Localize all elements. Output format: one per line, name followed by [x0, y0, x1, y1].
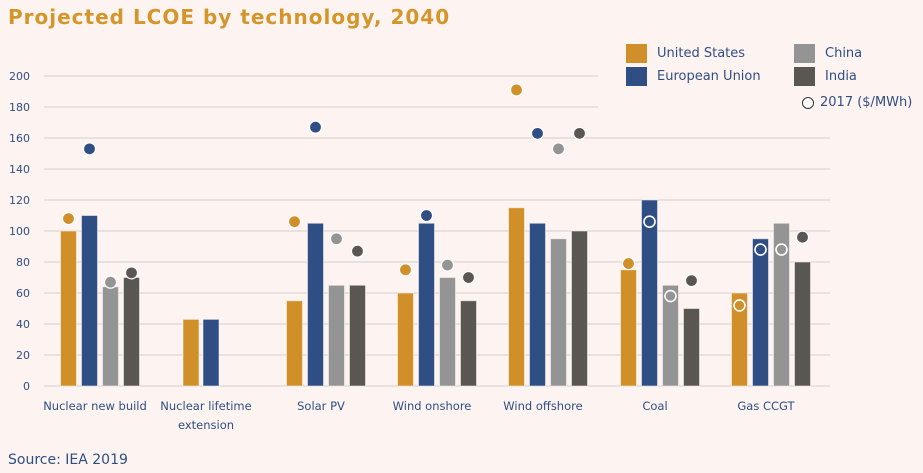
marker-2017-india [795, 230, 810, 244]
bar-india [123, 277, 140, 387]
marker-2017-india [350, 244, 365, 258]
bar-india [683, 308, 700, 387]
y-tick-label: 200 [9, 70, 30, 83]
gridlines [44, 75, 830, 387]
legend-swatch-united-states [626, 44, 647, 63]
y-tick-label: 120 [9, 194, 30, 207]
y-tick-label: 180 [9, 101, 30, 114]
bar-european-union [418, 222, 435, 387]
legend-swatch-china [794, 44, 815, 63]
y-tick-label: 60 [16, 287, 30, 300]
marker-2017-india [461, 270, 476, 285]
y-tick-label: 20 [16, 349, 30, 362]
bar-united-states [397, 292, 414, 387]
legend-item-2017-marker: 2017 ($/MWh) [802, 95, 912, 110]
bar-india [460, 300, 477, 387]
legend-label: United States [657, 46, 746, 61]
marker-2017-european-union [643, 215, 656, 228]
marker-2017-european-union [82, 142, 97, 156]
legend-swatch-india [794, 67, 815, 86]
y-tick-label: 160 [9, 132, 30, 145]
x-category-label: Nuclear lifetime [160, 399, 251, 413]
x-category-label: Nuclear new build [43, 399, 147, 413]
marker-2017-india [684, 274, 699, 288]
bar-european-union [81, 215, 98, 387]
x-category-label: extension [178, 418, 234, 432]
bar-european-union [752, 238, 769, 387]
marker-2017-china [664, 289, 677, 303]
bar-european-union [641, 199, 658, 387]
legend-item-european-union: European Union [626, 67, 761, 86]
marker-2017-european-union [754, 243, 767, 256]
marker-2017-united-states [733, 299, 746, 312]
source-note: Source: IEA 2019 [8, 452, 128, 468]
bar-united-states [508, 207, 525, 387]
markers-2017 [61, 83, 810, 312]
legend-label: China [825, 46, 863, 61]
x-category-label: Gas CCGT [737, 399, 795, 413]
marker-2017-united-states [287, 215, 302, 229]
bar-china [328, 284, 345, 387]
bar-china [439, 277, 456, 387]
chart-title: Projected LCOE by technology, 2040 [8, 5, 451, 29]
open-circle-icon [802, 96, 814, 109]
y-axis-ticks: 0 20 40 60 80 100 120 140 160 180 200 [9, 70, 30, 393]
bar-united-states [60, 230, 77, 387]
x-axis-labels: Nuclear new build Nuclear lifetime extensi… [43, 399, 795, 432]
legend-label: India [825, 69, 857, 84]
marker-2017-china [551, 142, 566, 156]
marker-2017-european-union [308, 120, 323, 134]
legend-item-united-states: United States [626, 44, 745, 63]
bar-india [794, 261, 811, 387]
bars [60, 199, 811, 387]
legend-item-india: India [794, 67, 857, 86]
bar-united-states [182, 318, 200, 387]
marker-2017-india [124, 266, 139, 280]
legend-label: 2017 ($/MWh) [820, 95, 913, 110]
bar-united-states [286, 300, 303, 387]
bar-european-union [202, 318, 220, 387]
bar-china [662, 284, 679, 387]
legend-item-china: China [794, 44, 862, 63]
marker-2017-united-states [398, 263, 413, 277]
bar-china [773, 222, 790, 387]
bar-european-union [307, 222, 324, 387]
bar-united-states [620, 269, 637, 387]
marker-2017-united-states [509, 83, 524, 97]
marker-2017-china [103, 275, 118, 289]
x-category-label: Wind onshore [393, 399, 472, 413]
marker-2017-european-union [419, 208, 434, 223]
x-category-label: Solar PV [297, 399, 345, 413]
bar-china [550, 238, 567, 387]
y-tick-label: 40 [16, 318, 30, 331]
x-category-label: Coal [642, 399, 667, 413]
y-tick-label: 140 [9, 163, 30, 176]
marker-2017-china [329, 232, 344, 246]
bar-united-states [731, 292, 748, 387]
bar-india [349, 284, 366, 387]
marker-2017-india [572, 126, 587, 140]
bar-european-union [529, 222, 546, 387]
marker-2017-united-states [61, 212, 76, 226]
y-tick-label: 100 [9, 225, 30, 238]
legend-swatch-european-union [626, 67, 647, 86]
marker-2017-china [775, 243, 788, 256]
marker-2017-european-union [530, 126, 545, 140]
y-tick-label: 0 [23, 380, 30, 393]
x-category-label: Wind offshore [503, 399, 582, 413]
marker-2017-united-states [621, 256, 636, 271]
bar-india [571, 230, 588, 387]
marker-2017-china [440, 258, 455, 272]
y-tick-label: 80 [16, 256, 30, 269]
legend-label: European Union [657, 69, 761, 84]
bar-china [102, 286, 119, 387]
